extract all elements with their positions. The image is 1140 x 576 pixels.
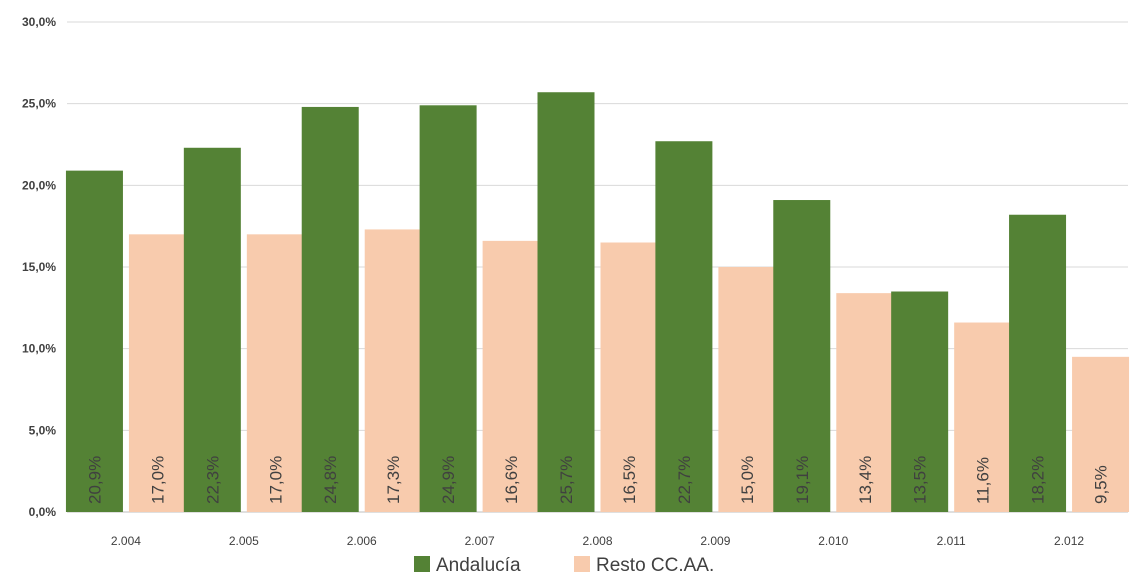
data-label: 17,0% xyxy=(266,456,285,504)
legend-label-andalucia: Andalucía xyxy=(436,555,521,576)
x-tick-label: 2.005 xyxy=(229,534,259,548)
x-tick-label: 2.007 xyxy=(465,534,495,548)
data-label: 17,0% xyxy=(148,456,167,504)
legend-swatch-resto xyxy=(574,556,590,572)
x-tick-label: 2.004 xyxy=(111,534,141,548)
data-label: 24,8% xyxy=(321,456,340,504)
data-label: 18,2% xyxy=(1029,456,1048,504)
data-label: 20,9% xyxy=(85,456,104,504)
data-label: 13,4% xyxy=(856,456,875,504)
x-tick-label: 2.009 xyxy=(700,534,730,548)
data-label: 16,5% xyxy=(620,456,639,504)
bar-resto-2.005 xyxy=(246,234,304,513)
bar-andalucia-2.009 xyxy=(655,141,713,512)
data-label: 16,6% xyxy=(502,456,521,504)
y-tick-label: 10,0% xyxy=(22,342,56,356)
bar-andalucia-2.008 xyxy=(537,92,595,512)
data-label: 9,5% xyxy=(1092,465,1111,504)
y-tick-label: 5,0% xyxy=(29,423,57,437)
bar-resto-2.006 xyxy=(364,229,422,512)
bar-resto-2.010 xyxy=(836,293,894,512)
bar-andalucia-2.012 xyxy=(1009,214,1067,512)
x-tick-label: 2.006 xyxy=(347,534,377,548)
data-label: 24,9% xyxy=(439,456,458,504)
data-label: 22,7% xyxy=(675,456,694,504)
x-tick-label: 2.011 xyxy=(937,534,966,548)
data-label: 17,3% xyxy=(384,456,403,504)
legend: Andalucía Resto CC.AA. xyxy=(414,555,714,576)
bar-resto-2.011 xyxy=(954,322,1012,512)
y-tick-label: 15,0% xyxy=(22,260,56,274)
data-labels: 20,9% 17,0% 22,3% 17,0% 24,8% 17,3% 24,9% 16,6%… xyxy=(85,456,1110,504)
x-axis: 2.004 2.005 2.006 2.007 2.008 2.009 2.010 2.011… xyxy=(111,534,1084,548)
bar-resto-2.012 xyxy=(1072,356,1130,512)
x-tick-label: 2.008 xyxy=(582,534,612,548)
x-tick-label: 2.010 xyxy=(818,534,848,548)
legend-swatch-andalucia xyxy=(414,556,430,572)
data-label: 13,5% xyxy=(911,456,930,504)
y-tick-label: 30,0% xyxy=(22,15,56,29)
bars xyxy=(65,92,1130,513)
y-axis: 0,0% 5,0% 10,0% 15,0% 20,0% 25,0% 30,0% xyxy=(22,15,1128,519)
bar-andalucia-2.005 xyxy=(183,147,241,512)
bar-andalucia-2.011 xyxy=(891,291,949,512)
y-tick-label: 20,0% xyxy=(22,178,56,192)
bar-andalucia-2.007 xyxy=(419,105,477,513)
y-tick-label: 25,0% xyxy=(22,97,56,111)
data-label: 15,0% xyxy=(738,456,757,504)
bar-andalucia-2.004 xyxy=(65,170,123,512)
y-tick-label: 0,0% xyxy=(29,505,57,519)
bar-resto-2.004 xyxy=(128,234,186,513)
bar-resto-2.009 xyxy=(718,267,776,512)
bar-andalucia-2.010 xyxy=(773,200,831,513)
bar-resto-2.007 xyxy=(482,240,540,512)
bar-resto-2.008 xyxy=(600,242,658,512)
data-label: 19,1% xyxy=(793,456,812,504)
data-label: 22,3% xyxy=(203,456,222,504)
legend-label-resto: Resto CC.AA. xyxy=(596,555,714,576)
data-label: 11,6% xyxy=(974,457,993,504)
bar-andalucia-2.006 xyxy=(301,106,359,512)
gridlines xyxy=(67,21,1128,431)
x-tick-label: 2.012 xyxy=(1054,534,1084,548)
data-label: 25,7% xyxy=(557,456,576,504)
